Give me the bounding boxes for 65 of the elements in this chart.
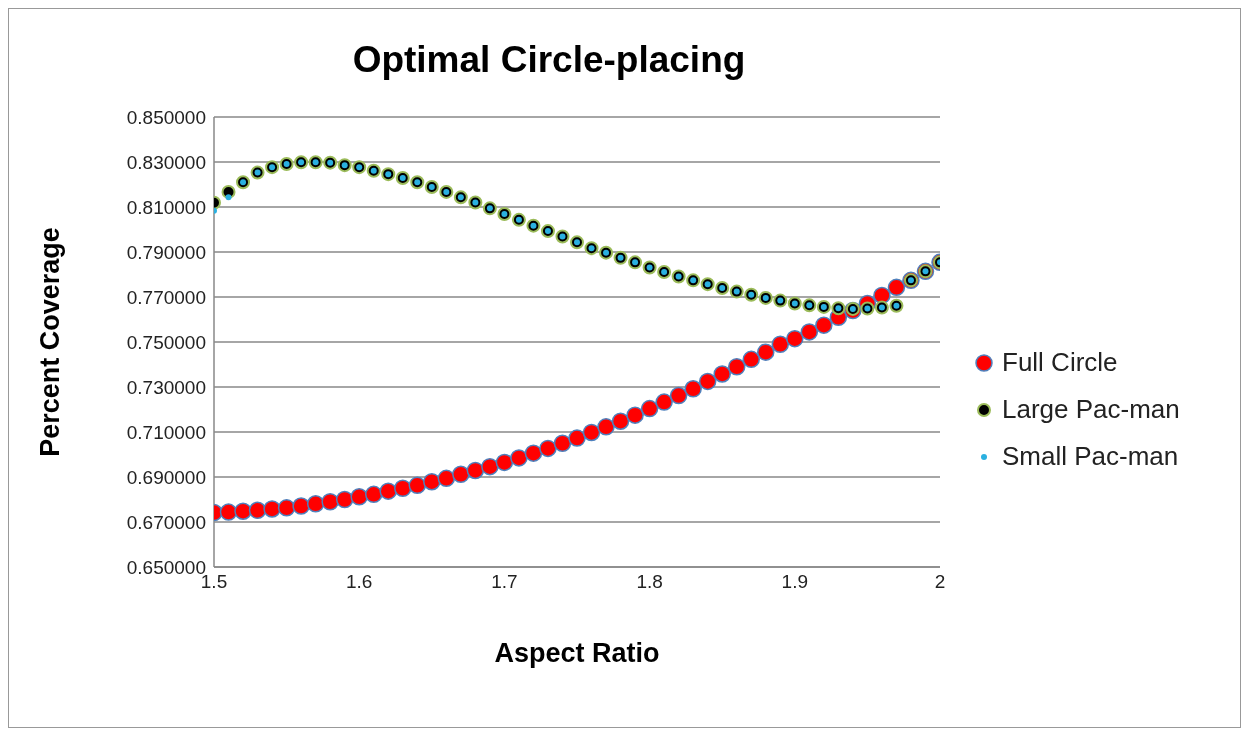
point: [684, 380, 702, 398]
point: [248, 501, 267, 520]
point: [698, 372, 717, 391]
x-tick-label: 1.9: [781, 571, 809, 593]
point: [437, 469, 456, 488]
legend-label: Large Pac-man: [1002, 394, 1180, 425]
x-tick-label: 1.8: [636, 571, 663, 593]
point: [597, 418, 615, 436]
point: [524, 444, 543, 462]
point: [306, 495, 325, 513]
point: [394, 479, 412, 497]
point: [626, 406, 644, 424]
point: [757, 343, 775, 361]
y-tick-label: 0.730000: [126, 376, 206, 398]
y-tick-label: 0.810000: [126, 196, 206, 218]
point: [379, 482, 397, 500]
point: [887, 278, 906, 297]
point: [481, 457, 499, 476]
y-axis-title: Percent Coverage: [34, 227, 65, 457]
point: [452, 465, 470, 484]
x-tick-label: 1.7: [491, 571, 518, 593]
point: [219, 503, 238, 521]
point: [771, 335, 790, 353]
point: [466, 461, 485, 480]
point: [321, 493, 339, 511]
y-tick-label: 0.790000: [126, 241, 206, 263]
point: [263, 500, 281, 518]
point: [510, 449, 528, 467]
point: [408, 476, 427, 495]
point: [582, 423, 601, 442]
point: [655, 393, 673, 411]
point: [292, 497, 310, 515]
point: [742, 350, 760, 369]
point: [800, 323, 819, 341]
y-tick-label: 0.710000: [126, 421, 206, 443]
point: [640, 399, 659, 418]
y-tick-label: 0.770000: [126, 286, 206, 308]
point: [277, 499, 296, 517]
legend-label: Full Circle: [1002, 347, 1118, 378]
y-tick-label: 0.830000: [126, 151, 206, 173]
point: [423, 472, 441, 491]
point: [669, 386, 688, 405]
point: [713, 365, 731, 383]
point: [553, 434, 572, 452]
point: [364, 485, 383, 504]
point: [815, 316, 833, 334]
point: [539, 439, 557, 458]
legend-label: Small Pac-man: [1002, 441, 1179, 472]
x-tick-label: 2: [934, 571, 946, 593]
point: [568, 429, 586, 447]
point: [786, 329, 804, 348]
y-tick-label: 0.750000: [126, 331, 206, 353]
point: [495, 453, 514, 472]
chart-title: Optimal Circle-placing: [351, 39, 747, 81]
point: [225, 194, 232, 201]
y-tick-label: 0.690000: [126, 466, 206, 488]
point: [727, 358, 746, 376]
point: [611, 412, 630, 430]
point: [234, 502, 252, 520]
x-tick-label: 1.6: [345, 571, 373, 593]
point: [350, 488, 368, 506]
y-tick-label: 0.670000: [126, 511, 206, 533]
y-tick-label: 0.850000: [126, 106, 206, 128]
x-axis-title: Aspect Ratio: [494, 638, 660, 668]
point: [335, 490, 354, 509]
